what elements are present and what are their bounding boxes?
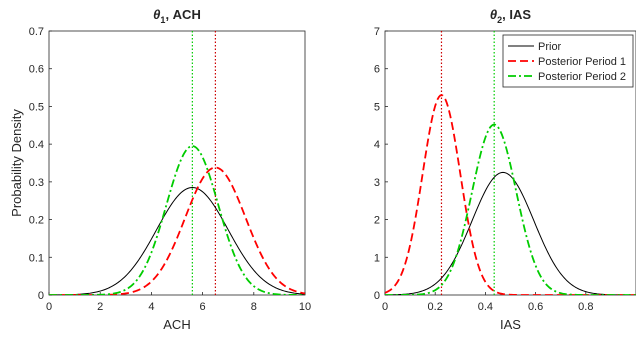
y-tick-label: 0.1 [29, 252, 44, 264]
series-line-posterior-period-1 [49, 166, 305, 295]
title-text: , ACH [165, 7, 200, 22]
x-tick-label: 0 [382, 301, 388, 313]
y-tick-label: 0.4 [29, 139, 44, 151]
series-line-posterior-period-2 [49, 145, 305, 295]
x-axis-label: IAS [500, 317, 521, 332]
y-tick-label: 5 [374, 101, 380, 113]
chart-title: θ2, IAS [490, 7, 531, 25]
y-tick-label: 3 [374, 177, 380, 189]
x-tick-label: 0.8 [578, 301, 593, 313]
y-tick-label: 0.2 [29, 215, 44, 227]
x-tick-label: 2 [97, 301, 103, 313]
y-tick-label: 2 [374, 215, 380, 227]
y-tick-label: 0.7 [29, 26, 44, 38]
y-tick-label: 4 [374, 139, 380, 151]
x-tick-label: 0 [46, 301, 52, 313]
y-tick-label: 0 [38, 290, 44, 302]
title-subscript: 2 [497, 15, 502, 25]
x-tick-label: 6 [200, 301, 206, 313]
title-subscript: 1 [160, 15, 165, 25]
x-axis-label: ACH [163, 317, 190, 332]
legend-label: Posterior Period 1 [538, 56, 626, 68]
y-tick-label: 0 [374, 290, 380, 302]
y-tick-label: 1 [374, 252, 380, 264]
y-tick-label: 0.6 [29, 64, 44, 76]
y-tick-label: 0.3 [29, 177, 44, 189]
y-tick-label: 0.5 [29, 101, 44, 113]
series-line-prior [49, 187, 305, 295]
x-tick-label: 4 [148, 301, 154, 313]
series-line-posterior-period-1 [385, 94, 636, 295]
x-tick-label: 8 [251, 301, 257, 313]
x-tick-label: 10 [299, 301, 311, 313]
plot-area-frame [48, 30, 306, 296]
y-tick-label: 7 [374, 26, 380, 38]
y-tick-label: 6 [374, 64, 380, 76]
legend-label: Posterior Period 2 [538, 71, 626, 83]
title-text: , IAS [502, 7, 531, 22]
legend: Prior Posterior Period 1 Posterior Period … [502, 34, 634, 88]
legend-label: Prior [538, 41, 562, 53]
x-tick-label: 0.6 [528, 301, 543, 313]
title-symbol: θ [490, 7, 497, 22]
x-tick-label: 0.4 [478, 301, 493, 313]
y-axis-label: Probability Density [9, 109, 24, 217]
chart-panel-1: 0 2 4 6 8 10 0 0.1 0.2 0.3 0.4 0.5 0.6 0.7 ACH Probabil… [9, 7, 311, 332]
series-line-prior [385, 171, 636, 295]
x-tick-label: 0.2 [428, 301, 443, 313]
series-line-posterior-period-2 [385, 123, 636, 295]
title-symbol: θ [153, 7, 160, 22]
chart-title: θ1, ACH [153, 7, 201, 25]
